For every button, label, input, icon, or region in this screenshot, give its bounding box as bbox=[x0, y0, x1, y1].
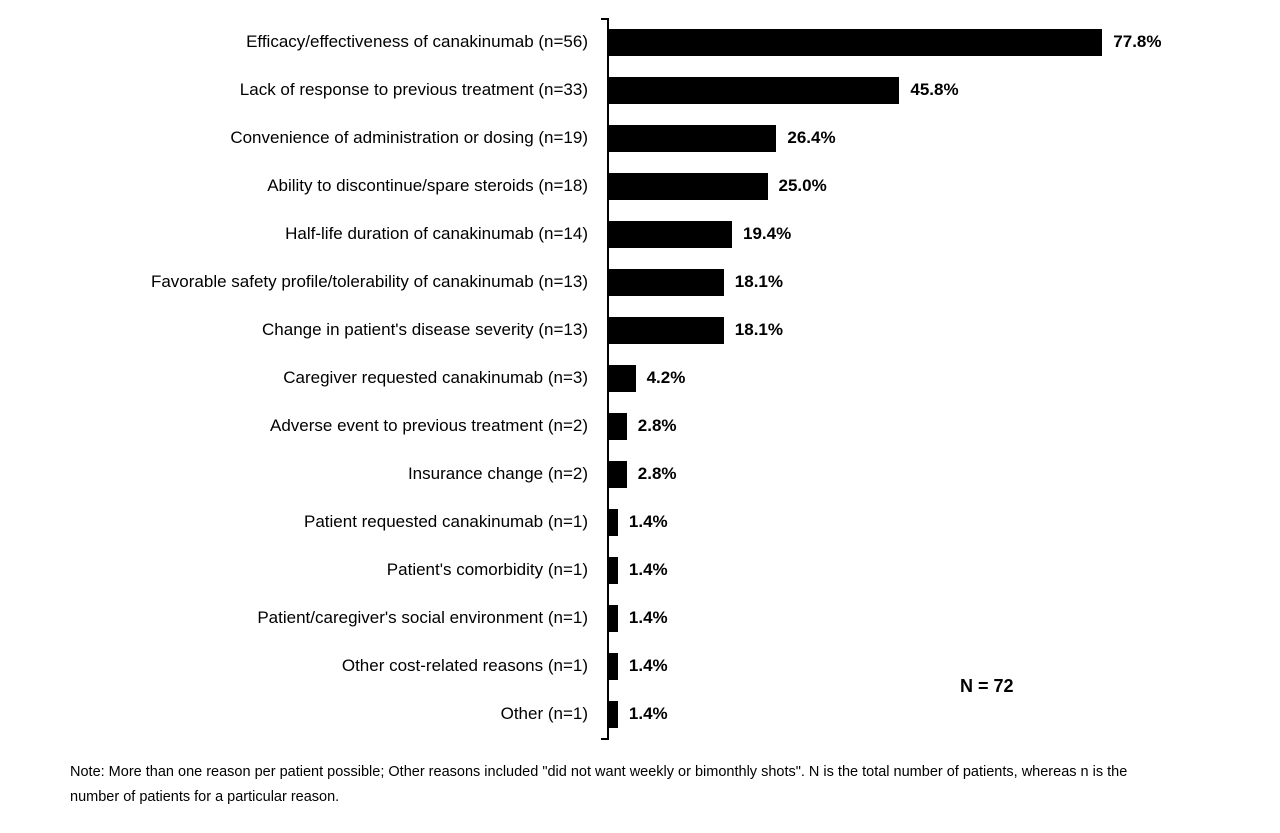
category-label: Patient/caregiver's social environment (… bbox=[257, 608, 588, 628]
bar-row: Change in patient's disease severity (n=… bbox=[0, 306, 1280, 354]
value-label: 2.8% bbox=[637, 464, 677, 483]
bar bbox=[609, 604, 618, 632]
total-n-annotation: N = 72 bbox=[960, 676, 1014, 696]
bar-area: 1.4% bbox=[609, 700, 668, 728]
value-label: 1.4% bbox=[628, 656, 668, 675]
note-text: Note: More than one reason per patient p… bbox=[70, 764, 1128, 806]
value-label: 19.4% bbox=[743, 224, 792, 243]
bar-rows-container: Efficacy/effectiveness of canakinumab (n… bbox=[0, 18, 1280, 738]
bar-row: Efficacy/effectiveness of canakinumab (n… bbox=[0, 18, 1280, 66]
category-label: Convenience of administration or dosing … bbox=[230, 128, 588, 148]
category-label: Insurance change (n=2) bbox=[407, 464, 588, 484]
category-label: Other (n=1) bbox=[500, 704, 588, 724]
category-label: Adverse event to previous treatment (n=2… bbox=[270, 416, 588, 436]
bar-area: 18.1% bbox=[609, 316, 783, 344]
category-label: Ability to discontinue/spare steroids (n… bbox=[267, 176, 588, 196]
y-axis-bottom-tick bbox=[601, 738, 608, 740]
bar bbox=[609, 364, 636, 392]
bar-chart: Efficacy/effectiveness of canakinumab (n… bbox=[0, 18, 1280, 740]
bar-area: 4.2% bbox=[609, 364, 686, 392]
bar bbox=[609, 556, 618, 584]
bar bbox=[609, 700, 618, 728]
bar bbox=[609, 76, 900, 104]
bar bbox=[609, 316, 724, 344]
value-label: 1.4% bbox=[628, 608, 668, 627]
bar-row: Caregiver requested canakinumab (n=3) 4.2… bbox=[0, 354, 1280, 402]
bar-area: 2.8% bbox=[609, 412, 677, 440]
category-label: Patient's comorbidity (n=1) bbox=[386, 560, 588, 580]
bar-area: 26.4% bbox=[609, 124, 836, 152]
bar-row: Other cost-related reasons (n=1) 1.4% bbox=[0, 642, 1280, 690]
bar-row: Patient's comorbidity (n=1) 1.4% bbox=[0, 546, 1280, 594]
category-label: Favorable safety profile/tolerability of… bbox=[150, 272, 588, 292]
category-label: Half-life duration of canakinumab (n=14) bbox=[285, 224, 588, 244]
bar-area: 2.8% bbox=[609, 460, 677, 488]
bar-area: 1.4% bbox=[609, 556, 668, 584]
bar-area: 77.8% bbox=[609, 28, 1162, 56]
value-label: 77.8% bbox=[1113, 32, 1162, 51]
value-label: 1.4% bbox=[628, 560, 668, 579]
y-axis-top-tick bbox=[601, 18, 608, 20]
category-label: Patient requested canakinumab (n=1) bbox=[304, 512, 588, 532]
category-label: Caregiver requested canakinumab (n=3) bbox=[283, 368, 588, 388]
value-label: 45.8% bbox=[910, 80, 959, 99]
bar bbox=[609, 652, 618, 680]
bar bbox=[609, 172, 768, 200]
value-label: 18.1% bbox=[734, 320, 783, 339]
bar-row: Insurance change (n=2) 2.8% bbox=[0, 450, 1280, 498]
bar bbox=[609, 28, 1103, 56]
bar-row: Half-life duration of canakinumab (n=14)… bbox=[0, 210, 1280, 258]
bar bbox=[609, 124, 777, 152]
bar-area: 25.0% bbox=[609, 172, 827, 200]
bar-area: 18.1% bbox=[609, 268, 783, 296]
value-label: 2.8% bbox=[637, 416, 677, 435]
value-label: 1.4% bbox=[628, 512, 668, 531]
category-label: Other cost-related reasons (n=1) bbox=[341, 656, 588, 676]
bar bbox=[609, 412, 627, 440]
value-label: 18.1% bbox=[734, 272, 783, 291]
value-label: 26.4% bbox=[787, 128, 836, 147]
bar-row: Patient requested canakinumab (n=1) 1.4% bbox=[0, 498, 1280, 546]
bar-row: Convenience of administration or dosing … bbox=[0, 114, 1280, 162]
bar-area: 1.4% bbox=[609, 508, 668, 536]
bar-area: 19.4% bbox=[609, 220, 792, 248]
value-label: 4.2% bbox=[646, 368, 686, 387]
bar bbox=[609, 460, 627, 488]
category-label: Efficacy/effectiveness of canakinumab (n… bbox=[246, 32, 588, 52]
value-label: 25.0% bbox=[778, 176, 827, 195]
bar-row: Ability to discontinue/spare steroids (n… bbox=[0, 162, 1280, 210]
bar-row: Lack of response to previous treatment (… bbox=[0, 66, 1280, 114]
bar bbox=[609, 508, 618, 536]
bar-row: Patient/caregiver's social environment (… bbox=[0, 594, 1280, 642]
bar-row: Other (n=1) 1.4% bbox=[0, 690, 1280, 738]
category-label: Change in patient's disease severity (n=… bbox=[262, 320, 588, 340]
bar-area: 1.4% bbox=[609, 604, 668, 632]
value-label: 1.4% bbox=[628, 704, 668, 723]
category-label: Lack of response to previous treatment (… bbox=[239, 80, 588, 100]
bar-area: 1.4% bbox=[609, 652, 668, 680]
bar-row: Adverse event to previous treatment (n=2… bbox=[0, 402, 1280, 450]
bar-row: Favorable safety profile/tolerability of… bbox=[0, 258, 1280, 306]
y-axis-line bbox=[607, 18, 609, 740]
bar bbox=[609, 220, 732, 248]
bar-area: 45.8% bbox=[609, 76, 959, 104]
bar bbox=[609, 268, 724, 296]
